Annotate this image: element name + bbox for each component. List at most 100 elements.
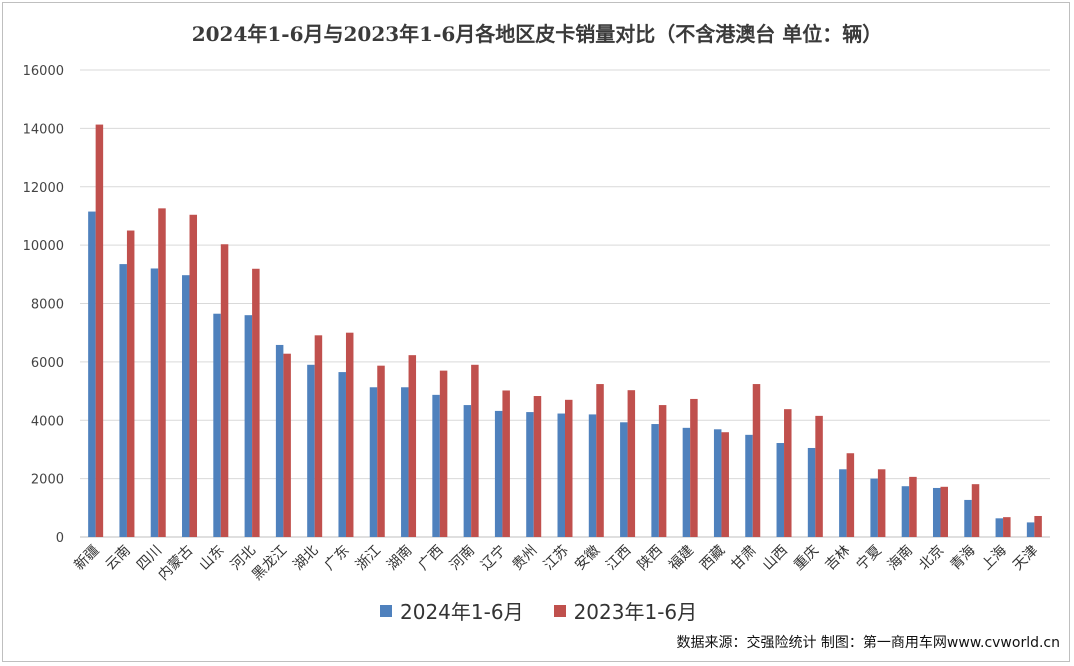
x-tick-label: 宁夏 xyxy=(853,542,885,574)
bar-2024 xyxy=(244,315,253,537)
bar-2023 xyxy=(877,469,886,537)
bar-2024 xyxy=(526,412,534,537)
y-tick-label: 8000 xyxy=(31,298,64,313)
x-tick-label: 上海 xyxy=(979,543,1010,574)
y-tick-label: 14000 xyxy=(23,122,64,137)
legend-item-2024: 2024年1-6月 xyxy=(380,596,524,625)
bar-2024 xyxy=(588,414,597,537)
y-tick-label: 0 xyxy=(56,531,64,546)
bar-2024 xyxy=(307,364,315,537)
x-tick-label: 北京 xyxy=(916,543,947,574)
bar-2024 xyxy=(557,413,565,537)
bar-2023 xyxy=(658,405,667,537)
bar-2024 xyxy=(369,387,378,537)
bar-2023 xyxy=(95,124,104,537)
bar-2024 xyxy=(870,478,878,537)
bar-2024 xyxy=(494,410,503,537)
bar-2024 xyxy=(463,405,472,537)
bar-2024 xyxy=(88,211,96,537)
x-tick-label: 西藏 xyxy=(697,543,728,574)
bar-2024 xyxy=(338,372,346,537)
bar-2023 xyxy=(533,396,542,537)
bar-2024 xyxy=(776,443,785,537)
x-tick-label: 山西 xyxy=(760,543,791,574)
legend-swatch-2024 xyxy=(380,604,392,617)
bar-2024 xyxy=(275,344,284,537)
x-tick-label: 重庆 xyxy=(791,543,822,574)
x-tick-label: 河南 xyxy=(447,543,478,574)
y-tick-label: 16000 xyxy=(23,64,64,79)
bar-2023 xyxy=(784,409,792,537)
x-tick-label: 内蒙古 xyxy=(155,543,196,584)
legend: 2024年1-6月 2023年1-6月 xyxy=(380,596,697,625)
bar-2023 xyxy=(846,453,855,537)
bar-2023 xyxy=(471,364,479,537)
x-tick-label: 浙江 xyxy=(353,543,384,574)
bar-2023 xyxy=(408,355,417,537)
legend-swatch-2023 xyxy=(553,604,566,617)
bar-2024 xyxy=(901,486,910,537)
bar-2023 xyxy=(502,390,510,537)
x-tick-label: 吉林 xyxy=(822,543,853,574)
x-tick-label: 辽宁 xyxy=(477,542,509,574)
x-tick-label: 云南 xyxy=(103,543,134,574)
bar-2023 xyxy=(565,399,573,537)
x-tick-label: 湖北 xyxy=(290,543,321,574)
bar-2023 xyxy=(252,268,260,537)
bar-2023 xyxy=(377,365,385,537)
legend-label-2023: 2023年1-6月 xyxy=(573,600,698,624)
bar-2024 xyxy=(213,313,221,537)
x-tick-label: 天津 xyxy=(1010,543,1041,574)
bar-2023 xyxy=(189,214,198,537)
chart-title: 2024年1-6月与2023年1-6月各地区皮卡销量对比（不含港澳台 单位：辆） xyxy=(191,22,883,46)
x-tick-label: 陕西 xyxy=(635,543,666,574)
x-tick-label: 广西 xyxy=(416,543,447,574)
bar-2024 xyxy=(651,424,659,537)
x-tick-label: 青海 xyxy=(947,543,978,574)
y-tick-label: 6000 xyxy=(31,356,64,371)
x-tick-label: 黑龙江 xyxy=(249,543,290,584)
bar-2024 xyxy=(182,275,190,537)
y-tick-label: 10000 xyxy=(23,239,64,254)
bar-2023 xyxy=(752,384,761,537)
x-tick-label: 山东 xyxy=(197,543,228,574)
bar-2023 xyxy=(690,398,698,537)
bar-2024 xyxy=(401,387,409,537)
bar-2024 xyxy=(745,434,753,537)
y-tick-label: 12000 xyxy=(23,181,64,196)
bar-2023 xyxy=(1003,517,1011,537)
source-note: 数据来源：交强险统计 制图：第一商用车网www.cvworld.cn xyxy=(676,635,1060,651)
bar-2024 xyxy=(995,518,1004,537)
bar-series xyxy=(88,124,1042,537)
bar-2023 xyxy=(940,486,948,537)
x-tick-label: 安徽 xyxy=(572,543,603,574)
x-tick-label: 贵州 xyxy=(509,543,540,574)
y-tick-label: 2000 xyxy=(31,473,64,488)
bar-2023 xyxy=(909,476,917,537)
bar-2024 xyxy=(682,427,691,537)
bar-2024 xyxy=(713,429,722,537)
bar-2023 xyxy=(596,384,604,537)
bar-2023 xyxy=(1034,515,1042,537)
bar-2024 xyxy=(807,447,816,537)
bar-2024 xyxy=(932,487,941,537)
x-tick-label: 海南 xyxy=(885,543,916,574)
bar-2024 xyxy=(1026,522,1035,537)
bar-2023 xyxy=(721,432,729,537)
bar-chart: 0 2000 4000 6000 8000 10000 12000 14000 16000 新疆… xyxy=(23,64,1050,584)
bar-2023 xyxy=(439,370,448,537)
bar-2024 xyxy=(964,499,972,537)
bar-2023 xyxy=(627,390,636,537)
bar-2024 xyxy=(839,469,847,537)
bar-2023 xyxy=(815,415,823,537)
bar-2023 xyxy=(158,208,166,537)
legend-item-2023: 2023年1-6月 xyxy=(553,596,698,625)
x-tick-label: 福建 xyxy=(666,543,697,574)
bar-2023 xyxy=(971,484,980,537)
y-tick-label: 4000 xyxy=(31,414,64,429)
bar-2024 xyxy=(432,394,440,537)
bar-2023 xyxy=(314,335,323,537)
x-tick-label: 江苏 xyxy=(541,543,572,574)
